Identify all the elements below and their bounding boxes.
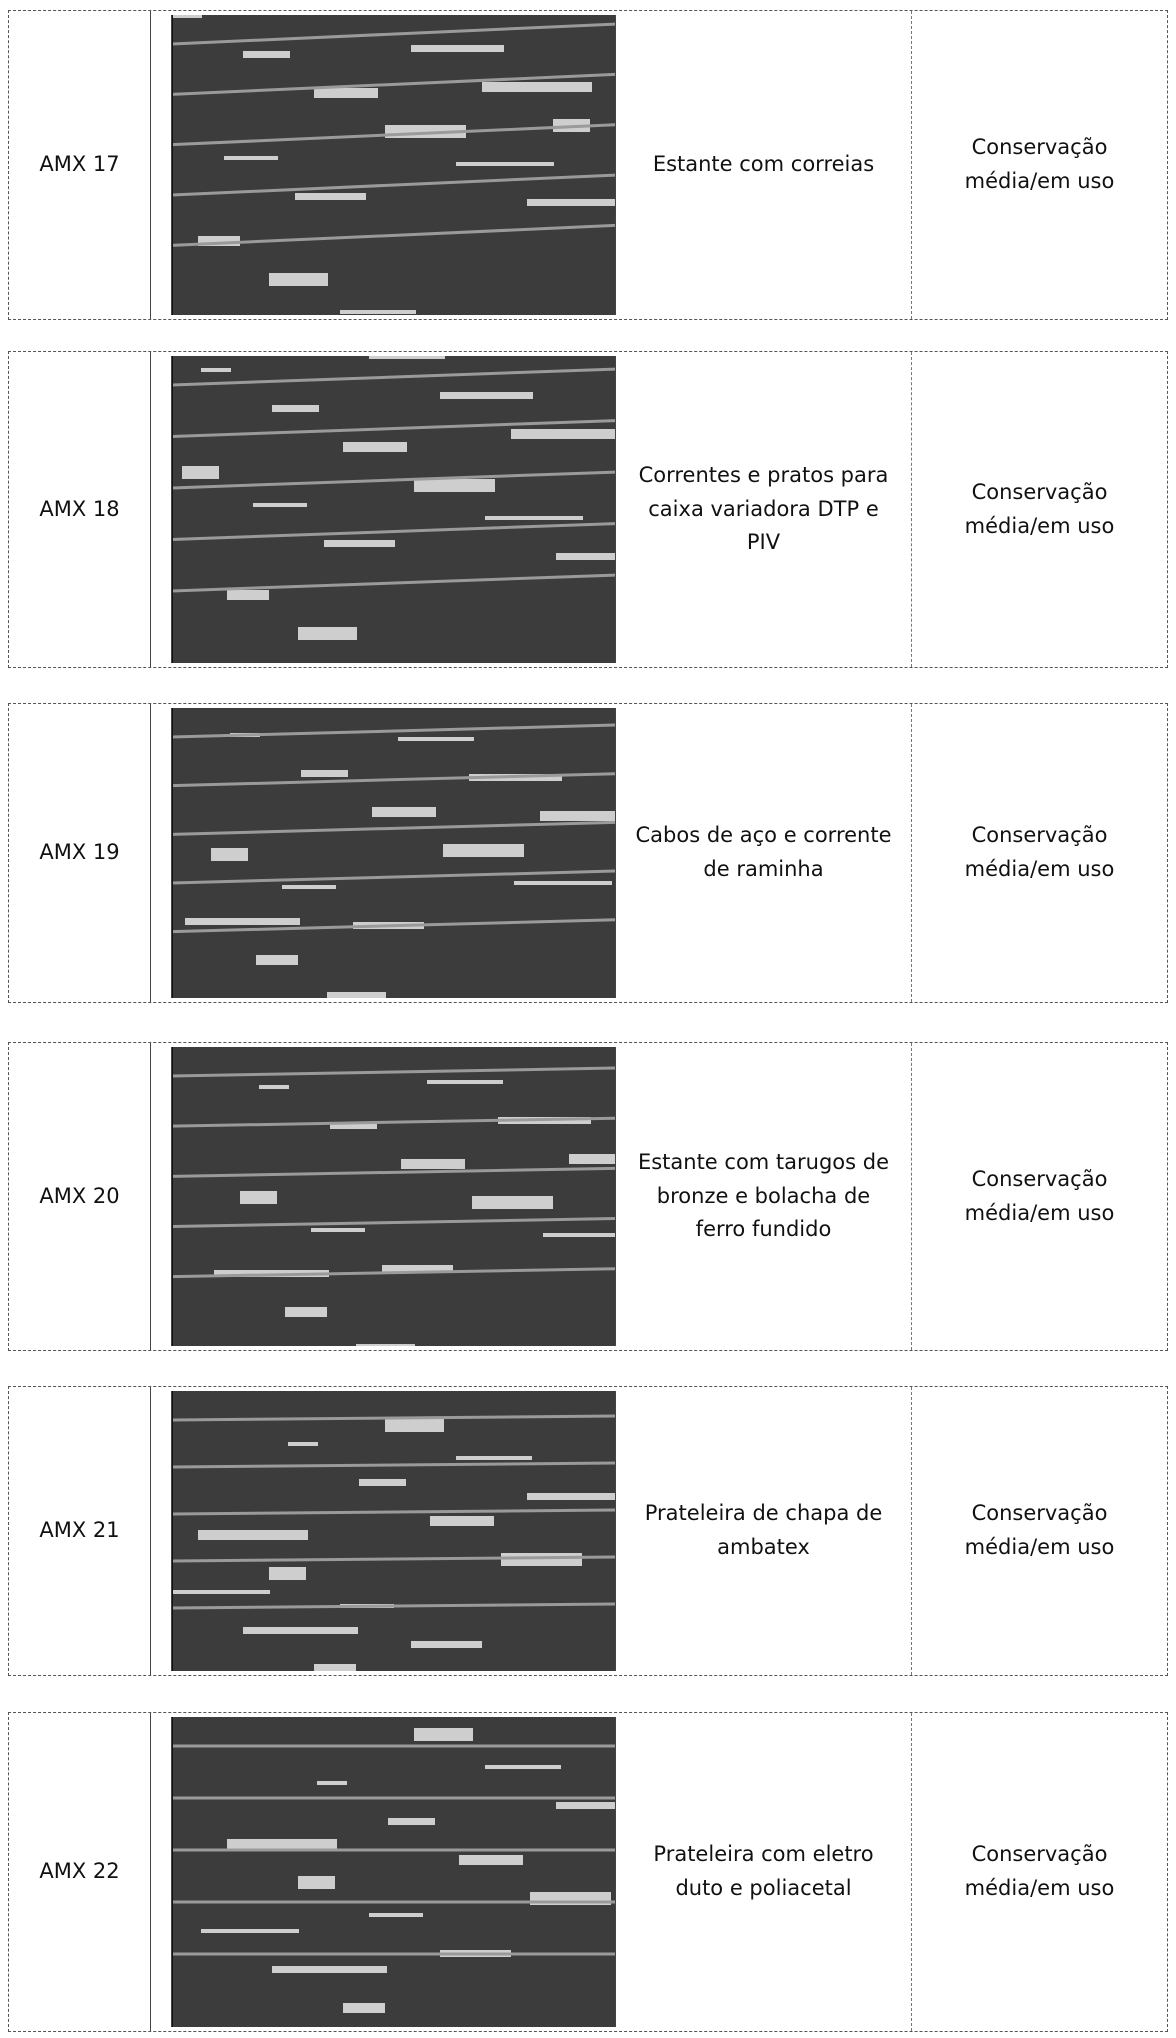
table-row: AMX 21 Prateleira de chapa de ambatex Cons… (8, 1386, 1168, 1676)
photo-image (172, 1391, 615, 1671)
condition: Conservação média/em uso (964, 479, 1115, 538)
condition: Conservação média/em uso (964, 1842, 1115, 1900)
condition: Conservação média/em uso (964, 135, 1115, 193)
photo (171, 1717, 616, 2027)
photo (171, 1391, 616, 1671)
condition: Conservação média/em uso (964, 1501, 1115, 1559)
photo-image (172, 356, 615, 663)
photo (171, 1047, 616, 1346)
photo-image (172, 1047, 615, 1346)
description: Prateleira com eletro duto e poliacetal (616, 1713, 912, 2031)
condition: Conservação média/em uso (964, 1166, 1115, 1225)
photo-image (172, 1717, 615, 2027)
item-id: AMX 17 (9, 11, 151, 319)
table-row: AMX 22 Prateleira com eletro duto e polia… (8, 1712, 1168, 2032)
item-id: AMX 20 (9, 1043, 151, 1350)
description: Correntes e pratos para caixa variadora … (616, 352, 912, 667)
description: Cabos de aço e corrente de raminha (616, 704, 912, 1002)
photo (171, 708, 616, 998)
photo-image (172, 15, 615, 315)
item-id: AMX 19 (9, 704, 151, 1002)
item-id: AMX 22 (9, 1713, 151, 2031)
table-row: AMX 18 Correntes e pratos para caixa vari… (8, 351, 1168, 668)
photo (171, 15, 616, 315)
item-id: AMX 21 (9, 1387, 151, 1675)
condition: Conservação média/em uso (964, 823, 1115, 881)
photo (171, 356, 616, 663)
table-row: AMX 20 Estante com tarugos de bronze e bo… (8, 1042, 1168, 1351)
description: Estante com tarugos de bronze e bolacha … (616, 1043, 912, 1350)
table-row: AMX 17 Estante com correias Conservação mé… (8, 10, 1168, 320)
description: Prateleira de chapa de ambatex (616, 1387, 912, 1675)
description: Estante com correias (616, 11, 912, 319)
item-id: AMX 18 (9, 352, 151, 667)
photo-image (172, 708, 615, 998)
table-row: AMX 19 Cabos de aço e corrente de raminha… (8, 703, 1168, 1003)
